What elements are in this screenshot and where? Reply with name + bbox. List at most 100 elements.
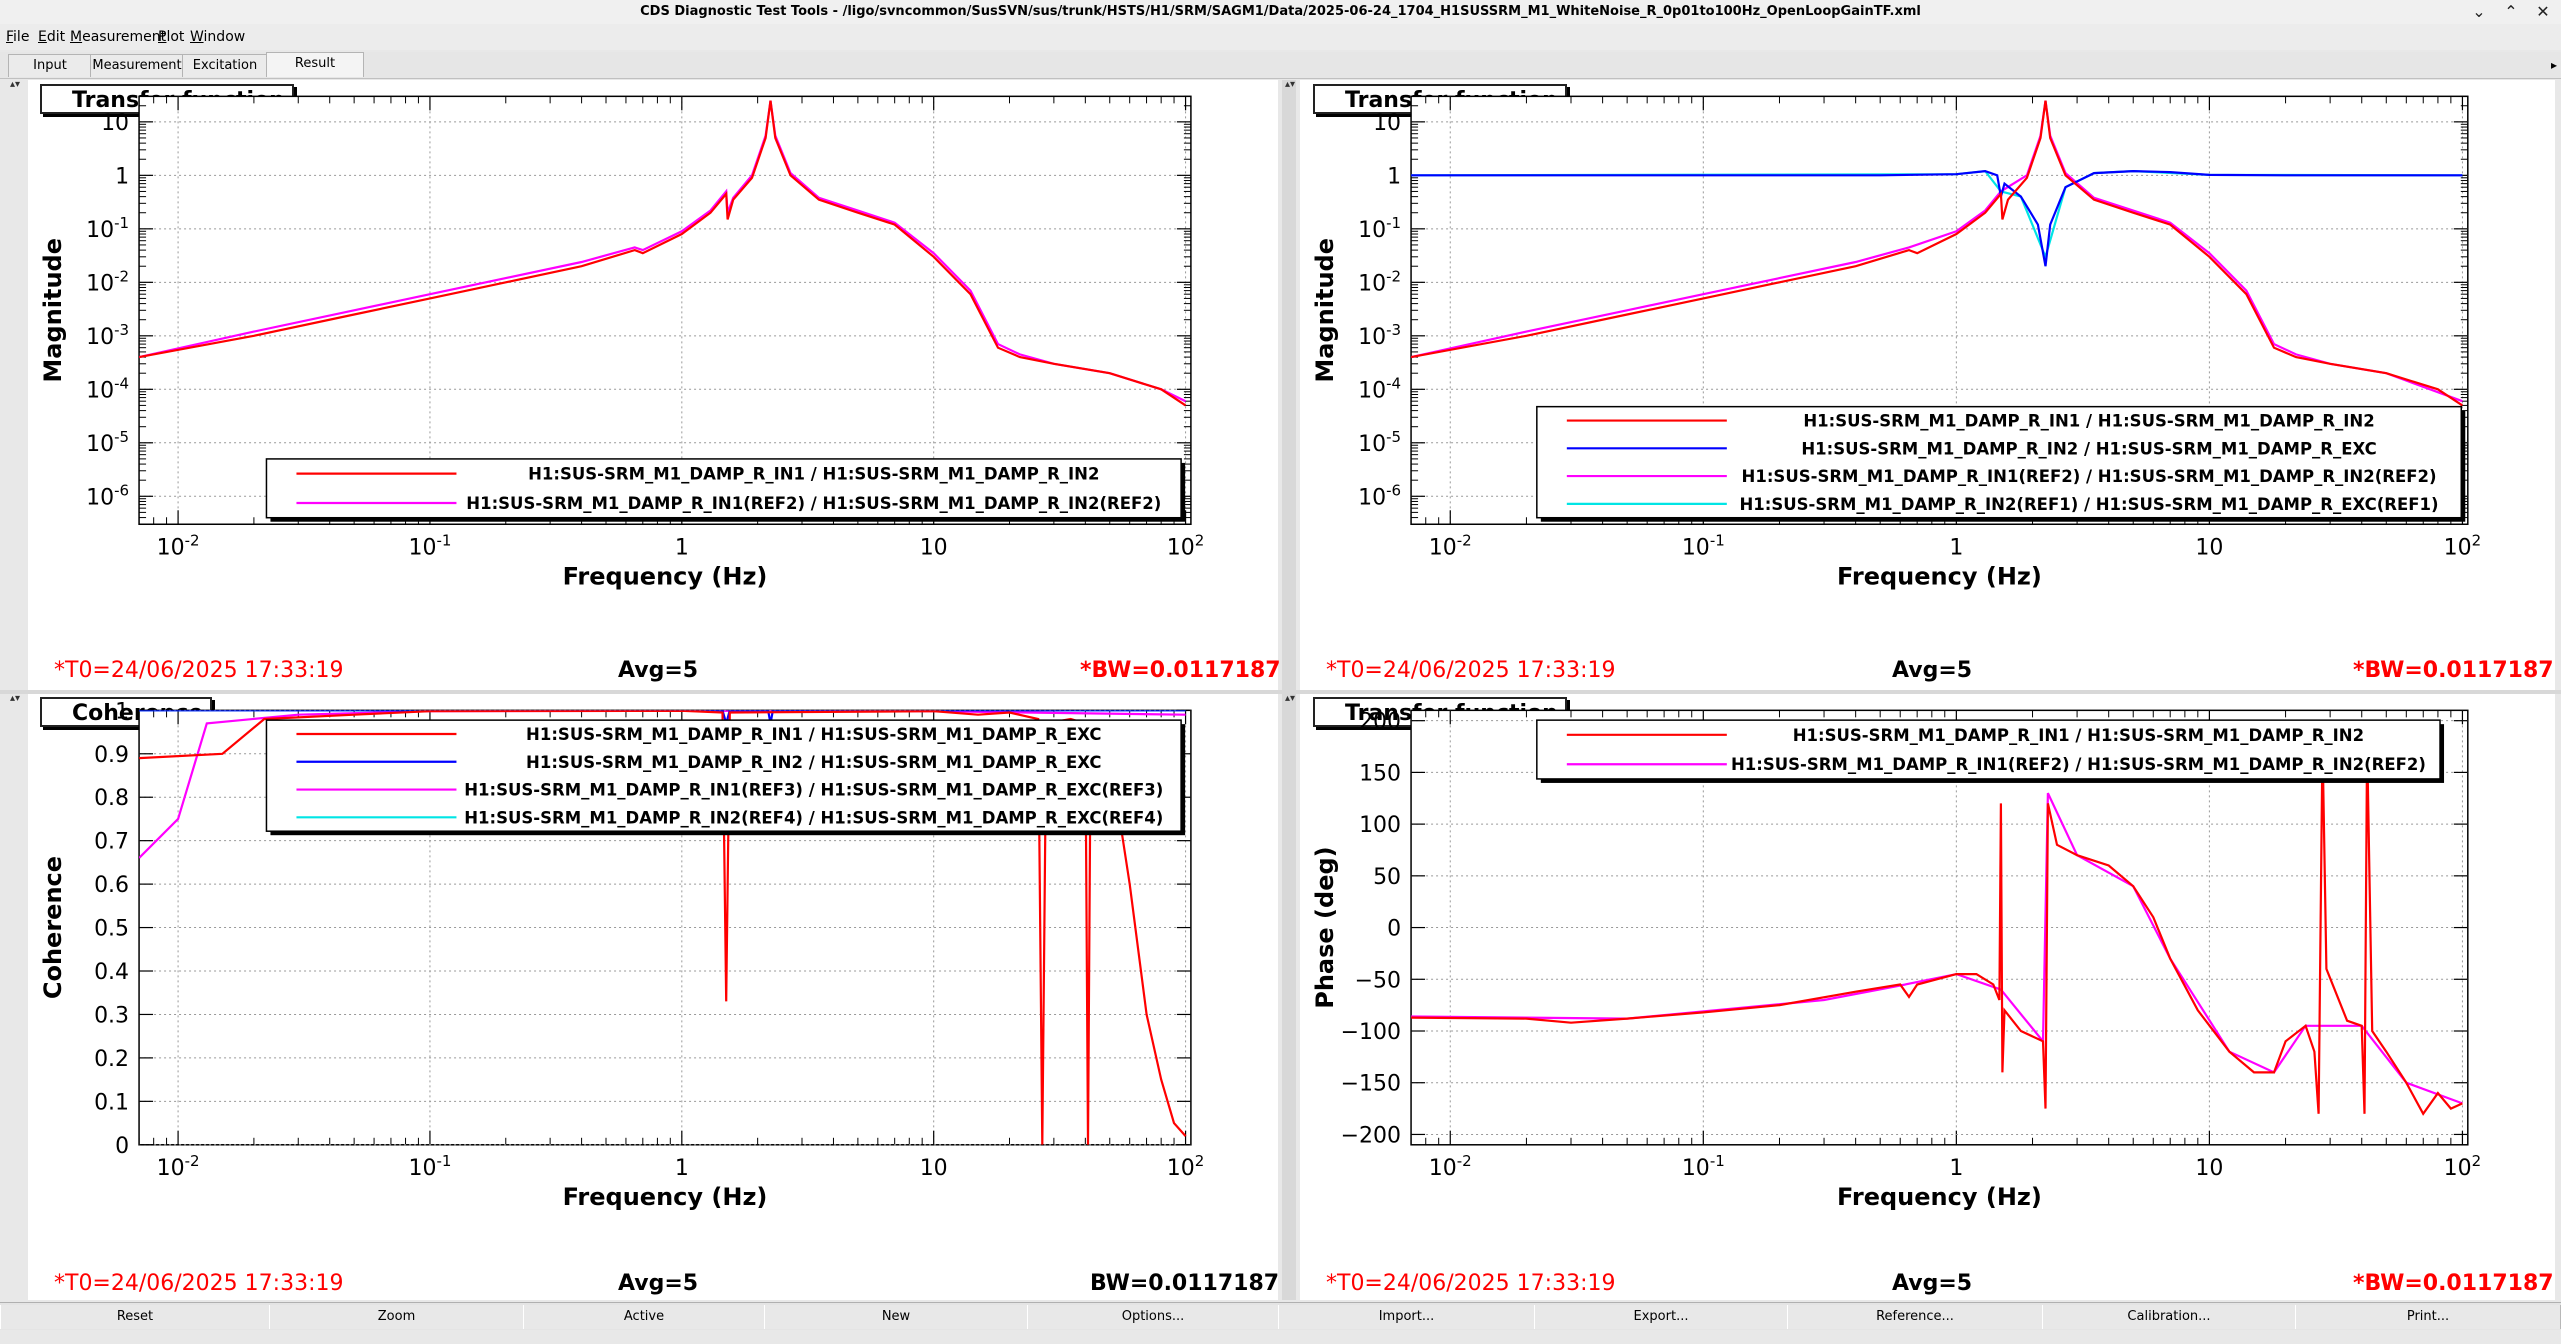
magnitude-plot[interactable]: 10-2 10-1 1 10 102 10 1 10-1 10-2 10-3 10-4 10-5 10-… (1300, 80, 2555, 690)
legend-entry: H1:SUS-SRM_M1_DAMP_R_IN1 / H1:SUS-SRM_M1… (1793, 726, 2364, 745)
maximize-icon[interactable]: ⌃ (2504, 2, 2518, 21)
x-axis-label: Frequency (Hz) (563, 1183, 768, 1211)
panel-toggle-icon[interactable]: ▴▾ (10, 79, 21, 90)
y-tick-label: 0.4 (94, 960, 129, 985)
x-tick-label: 102 (2444, 1152, 2482, 1181)
bottom-toolbar: Reset Zoom Active New Options... Import.… (0, 1302, 2561, 1331)
menu-file[interactable]: File (6, 29, 30, 45)
x-axis-label: Frequency (Hz) (563, 562, 768, 590)
y-axis-label: Magnitude (39, 238, 67, 383)
tab-scroll-right-icon[interactable]: ▸ (2550, 58, 2557, 72)
x-tick-label: 10-2 (1429, 1152, 1472, 1181)
y-tick-label: 10-3 (86, 321, 129, 350)
menu-window[interactable]: Window (190, 29, 246, 45)
menu-edit[interactable]: Edit (38, 29, 66, 45)
print-button[interactable]: Print... (2295, 1305, 2561, 1329)
panel-toggle-icon[interactable]: ▴▾ (10, 693, 21, 704)
phase-plot[interactable]: 10-2 10-1 1 10 102 200 150 100 50 0 −50 −100 −150 −20… (1300, 694, 2555, 1300)
y-tick-label: −100 (1341, 1020, 1401, 1045)
y-tick-label: 0.1 (94, 1090, 129, 1115)
plot-area: 10-2 10-1 1 10 102 10 1 10-1 10-2 10-3 10-4 10-5 10-… (39, 95, 1205, 590)
legend: H1:SUS-SRM_M1_DAMP_R_IN1 / H1:SUS-SRM_M1… (265, 719, 1186, 836)
y-tick-label: 0.2 (94, 1047, 129, 1072)
y-tick-label: 0.6 (94, 873, 129, 898)
legend: H1:SUS-SRM_M1_DAMP_R_IN1 / H1:SUS-SRM_M1… (1536, 719, 2445, 783)
legend-entry: H1:SUS-SRM_M1_DAMP_R_IN2 / H1:SUS-SRM_M1… (1801, 439, 2376, 458)
legend: H1:SUS-SRM_M1_DAMP_R_IN1 / H1:SUS-SRM_M1… (265, 458, 1186, 522)
series-line (1411, 169, 2463, 267)
y-tick-label: 50 (1373, 865, 1401, 890)
y-tick-label: 1 (1387, 164, 1401, 189)
plot-area: 10-2 10-1 1 10 102 200 150 100 50 0 −50 −100 −150 −20… (1311, 709, 2482, 1211)
horizontal-splitter[interactable] (0, 690, 2561, 694)
x-tick-label: 10 (920, 1156, 948, 1181)
coherence-plot[interactable]: 10-2 10-1 1 10 102 1 0.9 0.8 0.7 0.6 0.5 0.4 0.3 0.2 0… (28, 694, 1278, 1300)
legend-entry: H1:SUS-SRM_M1_DAMP_R_IN1 / H1:SUS-SRM_M1… (526, 725, 1101, 744)
menu-measurement[interactable]: Measurement (70, 29, 167, 45)
y-tick-label: 100 (1359, 813, 1401, 838)
reference-button[interactable]: Reference... (1787, 1305, 2043, 1329)
x-tick-label: 10-2 (1429, 531, 1472, 560)
legend-entry: H1:SUS-SRM_M1_DAMP_R_IN1(REF2) / H1:SUS-… (466, 494, 1161, 513)
series-line (1411, 100, 2464, 407)
zoom-button[interactable]: Zoom (269, 1305, 524, 1329)
x-tick-label: 1 (1949, 1156, 1963, 1181)
y-tick-label: 10-1 (86, 214, 129, 243)
bw-label: BW=0.0117187 (1090, 1271, 1280, 1296)
x-tick-label: 10 (2195, 535, 2223, 560)
tab-measurement[interactable]: Measurement (90, 54, 184, 77)
y-tick-label: 10-6 (1358, 481, 1401, 510)
x-tick-label: 10-2 (157, 531, 200, 560)
menu-plot[interactable]: Plot (158, 29, 185, 45)
import-button[interactable]: Import... (1278, 1305, 1535, 1329)
new-button[interactable]: New (764, 1305, 1028, 1329)
x-tick-label: 10-2 (157, 1152, 200, 1181)
y-tick-label: 10-5 (86, 428, 129, 457)
x-tick-label: 10-1 (408, 531, 451, 560)
avg-label: Avg=5 (1892, 1271, 1973, 1296)
y-tick-label: 10-4 (1358, 374, 1401, 403)
x-axis-label: Frequency (Hz) (1837, 1183, 2042, 1211)
y-tick-label: 10-2 (86, 267, 129, 296)
series-line (139, 100, 1187, 407)
t0-label: *T0=24/06/2025 17:33:19 (1326, 1271, 1616, 1296)
y-tick-label: 0.3 (94, 1003, 129, 1028)
x-tick-label: 10-1 (408, 1152, 451, 1181)
legend-entry: H1:SUS-SRM_M1_DAMP_R_IN2(REF1) / H1:SUS-… (1740, 495, 2439, 514)
x-axis-label: Frequency (Hz) (1837, 562, 2042, 590)
x-tick-label: 102 (1167, 531, 1205, 560)
y-tick-label: 10-2 (1358, 267, 1401, 296)
close-icon[interactable]: ✕ (2536, 2, 2550, 21)
y-axis-label: Magnitude (1311, 238, 1339, 383)
active-button[interactable]: Active (523, 1305, 765, 1329)
series-group (139, 710, 1187, 1145)
tab-excitation[interactable]: Excitation (182, 54, 268, 77)
export-button[interactable]: Export... (1534, 1305, 1788, 1329)
panel-toggle-icon[interactable]: ▴▾ (1285, 79, 1296, 90)
status-footer (0, 1330, 2561, 1344)
y-tick-label: −150 (1341, 1072, 1401, 1097)
options-button[interactable]: Options... (1027, 1305, 1279, 1329)
tab-bar: Input Measurement Excitation Result ▸ (0, 52, 2561, 79)
calibration-button[interactable]: Calibration... (2042, 1305, 2296, 1329)
y-tick-label: 0.9 (94, 743, 129, 768)
x-tick-label: 10 (920, 535, 948, 560)
legend-entry: H1:SUS-SRM_M1_DAMP_R_IN1(REF2) / H1:SUS-… (1742, 467, 2437, 486)
minimize-icon[interactable]: ⌄ (2472, 2, 2486, 21)
x-tick-label: 1 (675, 1156, 689, 1181)
magnitude-plot[interactable]: 10-2 10-1 1 10 102 10 1 10-1 10-2 10-3 10-4 10-5 10-… (28, 80, 1278, 690)
y-tick-label: 0 (1387, 917, 1401, 942)
panel-toggle-icon[interactable]: ▴▾ (1285, 693, 1296, 704)
series-group (1411, 741, 2463, 1116)
t0-label: *T0=24/06/2025 17:33:19 (1326, 658, 1616, 683)
t0-label: *T0=24/06/2025 17:33:19 (54, 658, 344, 683)
tab-result[interactable]: Result (266, 52, 364, 77)
avg-label: Avg=5 (1892, 658, 1973, 683)
legend-box (265, 719, 1182, 832)
reset-button[interactable]: Reset (0, 1305, 270, 1329)
y-tick-label: 10-5 (1358, 428, 1401, 457)
y-tick-label: 10-4 (86, 374, 129, 403)
y-tick-label: 0.5 (94, 917, 129, 942)
tab-input[interactable]: Input (8, 54, 92, 77)
y-tick-label: 10 (101, 111, 129, 136)
